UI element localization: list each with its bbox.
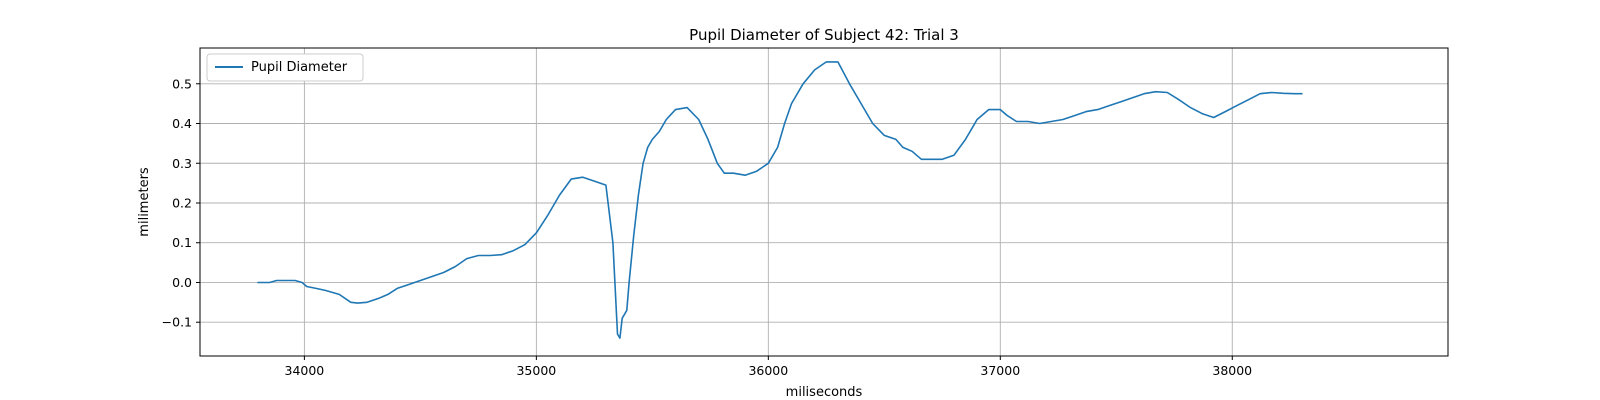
- y-tick-label: −0.1: [162, 315, 192, 330]
- x-tick-label: 38000: [1212, 363, 1252, 378]
- y-tick-label: 0.2: [172, 195, 192, 210]
- x-tick-label: 35000: [516, 363, 556, 378]
- y-tick-label: 0.5: [172, 76, 192, 91]
- series-line-pupil-diameter: [257, 61, 1303, 339]
- grid-lines: [200, 48, 1448, 356]
- y-axis-ticks: −0.1 0.0 0.1 0.2 0.3 0.4 0.5: [162, 76, 200, 330]
- y-tick-label: 0.4: [172, 116, 192, 131]
- legend-box: [206, 53, 364, 82]
- y-axis-label: milimeters: [137, 167, 152, 237]
- x-tick-label: 34000: [285, 363, 325, 378]
- y-tick-label: 0.1: [172, 235, 192, 250]
- x-axis-label: miliseconds: [786, 385, 863, 400]
- plot-frame: [199, 47, 1449, 357]
- y-tick-label: 0.3: [172, 156, 192, 171]
- x-axis-ticks: 34000 35000 36000 37000 38000: [285, 356, 1252, 378]
- chart-title: Pupil Diameter of Subject 42: Trial 3: [689, 26, 959, 44]
- x-tick-label: 37000: [980, 363, 1020, 378]
- legend-label: Pupil Diameter: [251, 60, 348, 75]
- x-tick-label: 36000: [748, 363, 788, 378]
- series-layer: [257, 61, 1303, 339]
- y-tick-label: 0.0: [172, 275, 192, 290]
- legend: Pupil Diameter: [206, 53, 364, 82]
